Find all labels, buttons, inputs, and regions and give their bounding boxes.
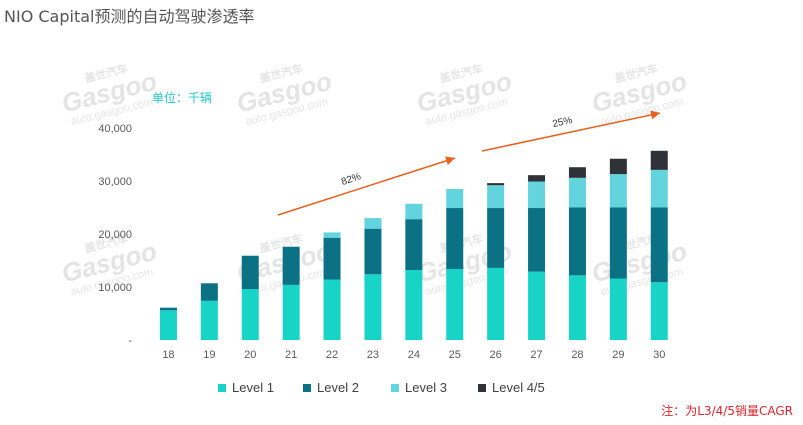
bar-segment-level-4-5 — [568, 167, 586, 178]
bar-segment-level-1 — [364, 274, 382, 340]
bar-segment-level-2 — [568, 207, 586, 276]
legend-swatch — [303, 384, 311, 392]
legend-label: Level 2 — [317, 380, 359, 395]
bar-segment-level-2 — [487, 208, 505, 268]
bar-segment-level-1 — [323, 279, 341, 340]
cagr-arrow — [481, 110, 661, 152]
x-tick-label: 20 — [244, 349, 256, 361]
legend-swatch — [478, 384, 486, 392]
y-tick-label: - — [128, 335, 132, 347]
x-tick-label: 25 — [449, 349, 461, 361]
bar-segment-level-3 — [609, 174, 627, 208]
bar-segment-level-2 — [200, 283, 218, 301]
x-tick-label: 29 — [612, 349, 624, 361]
bar-segment-level-2 — [241, 255, 259, 290]
bar-segment-level-2 — [364, 228, 382, 275]
bar-segment-level-2 — [405, 219, 423, 271]
bar-segment-level-1 — [609, 278, 627, 340]
bar-segment-level-4-5 — [609, 158, 627, 175]
bar-segment-level-1 — [159, 310, 177, 340]
bar-segment-level-3 — [446, 188, 464, 209]
bar-segment-level-2 — [528, 208, 546, 272]
cagr-label: 25% — [552, 115, 574, 130]
bar-segment-level-1 — [528, 271, 546, 340]
legend-label: Level 3 — [405, 380, 447, 395]
bar-segment-level-3 — [650, 169, 668, 208]
bar-segment-level-4-5 — [487, 183, 505, 186]
cagr-arrow — [277, 156, 456, 216]
y-tick-label: 40,000 — [98, 123, 132, 135]
x-tick-label: 26 — [490, 349, 502, 361]
legend-swatch — [218, 384, 226, 392]
bar-segment-level-4-5 — [650, 150, 668, 170]
bar-segment-level-1 — [487, 267, 505, 340]
bar-segment-level-2 — [446, 208, 464, 269]
legend: Level 1 Level 2 Level 3 Level 4/5 — [218, 380, 545, 395]
y-tick-label: 10,000 — [98, 282, 132, 294]
bar-segment-level-3 — [568, 177, 586, 208]
bar-segment-level-1 — [200, 300, 218, 340]
y-tick-label: 30,000 — [98, 176, 132, 188]
bar-segment-level-1 — [650, 282, 668, 340]
chart-title: NIO Capital预测的自动驾驶渗透率 — [4, 7, 255, 26]
bar-segment-level-1 — [405, 270, 423, 340]
y-tick-label: 20,000 — [98, 229, 132, 241]
bar-segment-level-1 — [241, 289, 259, 340]
cagr-annotations: 82% 25% — [277, 110, 661, 216]
legend-label: Level 1 — [232, 380, 274, 395]
bar-segment-level-3 — [364, 218, 382, 229]
bar-segment-level-1 — [446, 268, 464, 340]
x-tick-label: 22 — [326, 349, 338, 361]
bar-segment-level-1 — [282, 284, 300, 340]
x-tick-label: 23 — [367, 349, 379, 361]
cagr-label: 82% — [340, 171, 363, 188]
bar-segment-level-3 — [323, 232, 341, 238]
x-tick-label: 24 — [408, 349, 420, 361]
bar-segment-level-2 — [609, 207, 627, 279]
x-tick-label: 28 — [571, 349, 583, 361]
bar-segment-level-2 — [282, 246, 300, 285]
bars — [159, 150, 668, 340]
bar-segment-level-2 — [650, 207, 668, 283]
legend-label: Level 4/5 — [492, 380, 545, 395]
x-tick-label: 21 — [285, 349, 297, 361]
x-tick-label: 27 — [530, 349, 542, 361]
bar-segment-level-2 — [159, 307, 177, 311]
x-tick-label: 30 — [653, 349, 665, 361]
bar-segment-level-3 — [487, 185, 505, 209]
bar-segment-level-2 — [323, 237, 341, 280]
cagr-note: 注：为L3/4/5销量CAGR — [661, 404, 793, 418]
x-tick-label: 19 — [203, 349, 215, 361]
bar-segment-level-3 — [528, 181, 546, 209]
x-axis: 18 19 20 21 22 23 24 25 26 27 28 29 30 — [162, 349, 665, 361]
bar-segment-level-4-5 — [528, 175, 546, 182]
y-axis: - 10,000 20,000 30,000 40,000 — [98, 123, 132, 347]
x-tick-label: 18 — [162, 349, 174, 361]
bar-segment-level-1 — [568, 275, 586, 340]
legend-swatch — [391, 384, 399, 392]
bar-segment-level-3 — [405, 203, 423, 220]
unit-label: 单位：千辆 — [152, 91, 213, 105]
